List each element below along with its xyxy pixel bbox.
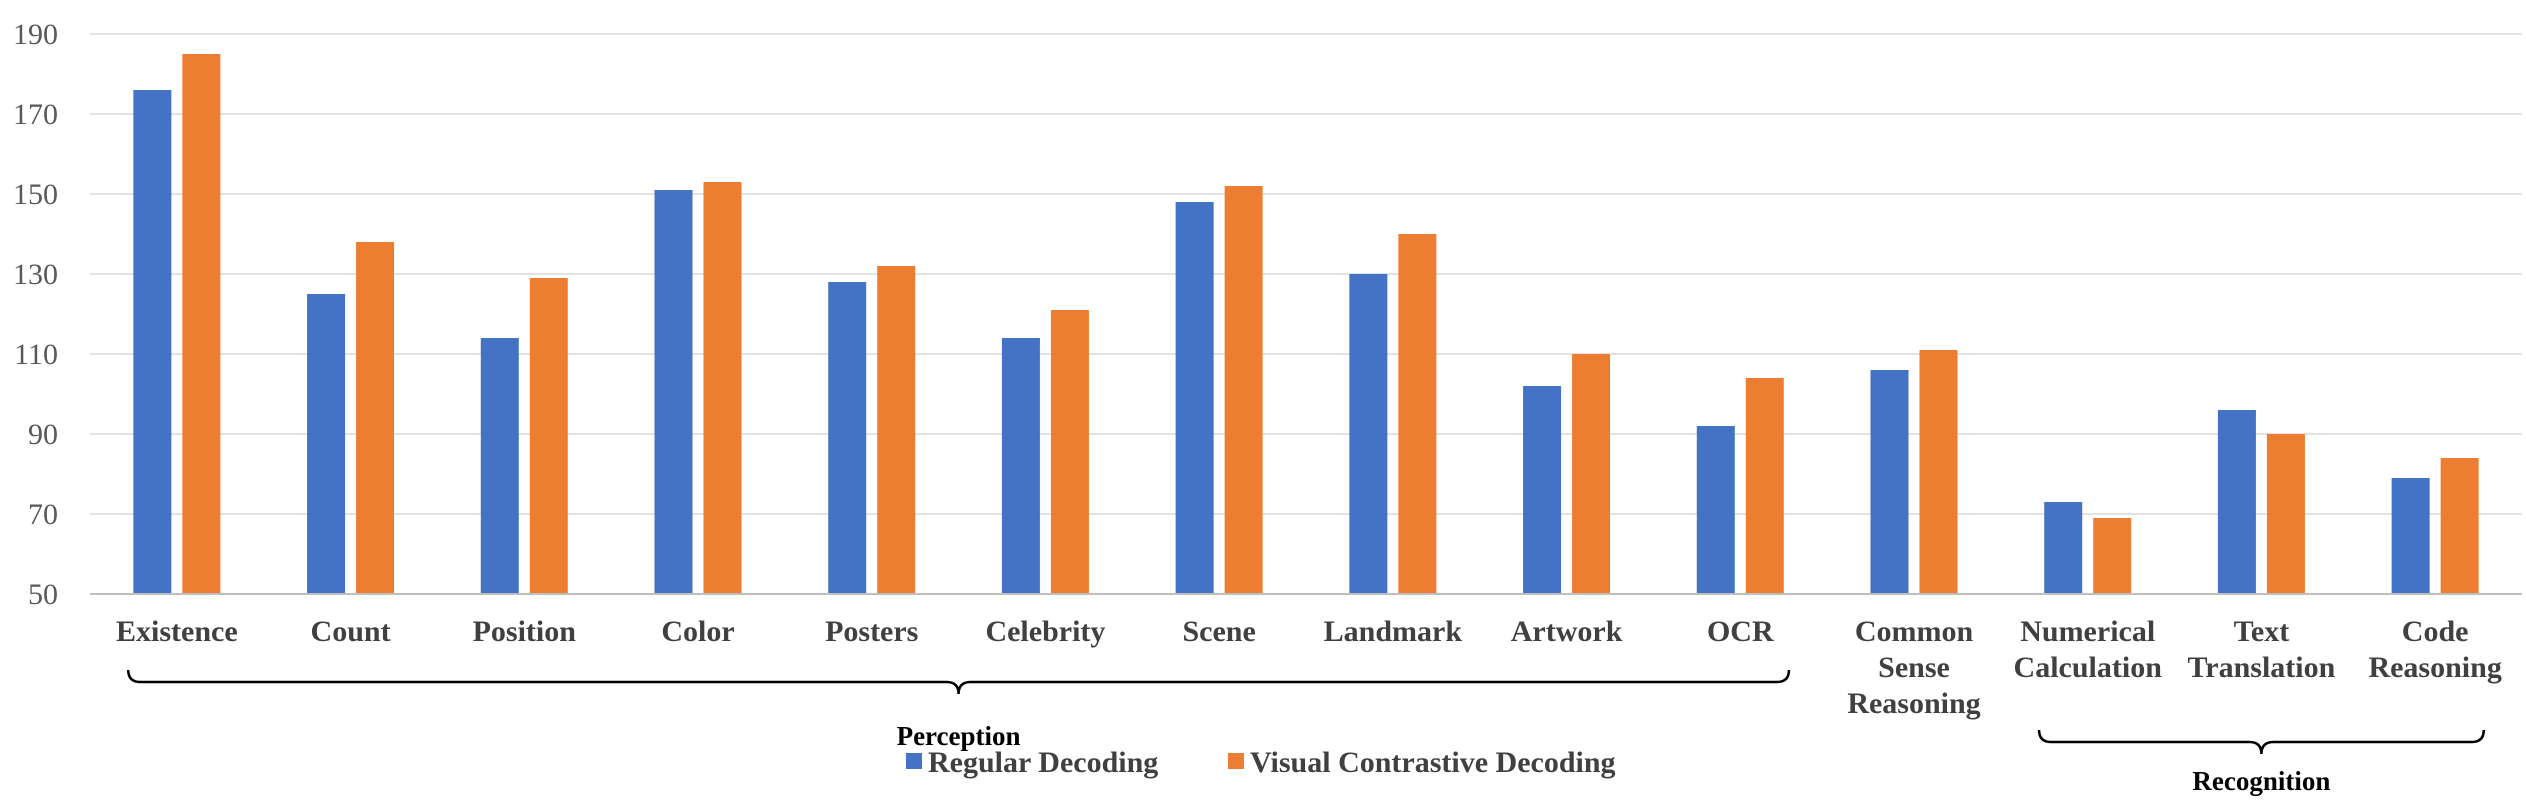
x-category-label: Numerical Calculation bbox=[2014, 615, 2163, 684]
y-tick-label: 70 bbox=[28, 498, 58, 531]
y-tick-label: 150 bbox=[13, 178, 58, 211]
bar-regular-decoding bbox=[1001, 338, 1040, 594]
category-groups: Perception Recognition bbox=[126, 669, 2486, 796]
bar-regular-decoding bbox=[1175, 202, 1214, 594]
y-tick-label: 50 bbox=[28, 578, 58, 611]
x-category-label: OCR bbox=[1707, 615, 1774, 648]
legend-swatch bbox=[1228, 753, 1244, 769]
bar-regular-decoding bbox=[828, 282, 867, 594]
bar-regular-decoding bbox=[480, 338, 519, 594]
bar-visual-contrastive-decoding bbox=[703, 182, 742, 594]
x-category-label: Color bbox=[661, 615, 734, 648]
legend: Regular Decoding Visual Contrastive Decod… bbox=[906, 746, 1616, 779]
x-category-label: Celebrity bbox=[985, 615, 1105, 648]
bar-visual-contrastive-decoding bbox=[1745, 378, 1784, 594]
bar-regular-decoding bbox=[1870, 370, 1909, 594]
x-category-label: Code Reasoning bbox=[2368, 615, 2501, 684]
x-category-label: Existence bbox=[116, 615, 238, 648]
bar-regular-decoding bbox=[1523, 386, 1562, 594]
bar-regular-decoding bbox=[307, 294, 346, 594]
x-category-label: Artwork bbox=[1511, 615, 1623, 648]
category-labels: Existence Count Position Color Posters Celebr… bbox=[116, 615, 2502, 720]
y-tick-label: 130 bbox=[13, 258, 58, 291]
bar-visual-contrastive-decoding bbox=[877, 266, 916, 594]
bar-visual-contrastive-decoding bbox=[2266, 434, 2305, 594]
bar-regular-decoding bbox=[133, 90, 172, 594]
bar-regular-decoding bbox=[1349, 274, 1388, 594]
bar-visual-contrastive-decoding bbox=[1050, 310, 1089, 594]
bar-regular-decoding bbox=[654, 190, 693, 594]
y-tick-label: 90 bbox=[28, 418, 58, 451]
bars bbox=[133, 54, 2479, 594]
legend-label: Visual Contrastive Decoding bbox=[1250, 746, 1616, 779]
bar-visual-contrastive-decoding bbox=[1398, 234, 1437, 594]
y-tick-label: 190 bbox=[13, 18, 58, 51]
x-category-label: Common Sense Reasoning bbox=[1847, 615, 1980, 720]
bar-visual-contrastive-decoding bbox=[2093, 518, 2132, 594]
x-category-label: Landmark bbox=[1324, 615, 1463, 648]
bar-regular-decoding bbox=[2391, 478, 2430, 594]
group-label-recognition: Recognition bbox=[2192, 766, 2330, 796]
bar-visual-contrastive-decoding bbox=[1572, 354, 1611, 594]
x-category-label: Posters bbox=[825, 615, 918, 648]
legend-label: Regular Decoding bbox=[928, 746, 1158, 779]
bar-regular-decoding bbox=[1696, 426, 1735, 594]
gridlines bbox=[90, 33, 2522, 595]
y-axis-ticks: 50 70 90 110 130 150 170 190 bbox=[13, 18, 58, 611]
group-brace bbox=[2037, 729, 2486, 755]
bar-visual-contrastive-decoding bbox=[182, 54, 221, 594]
legend-swatch bbox=[906, 753, 922, 769]
bar-visual-contrastive-decoding bbox=[529, 278, 568, 594]
bar-visual-contrastive-decoding bbox=[2440, 458, 2479, 594]
x-category-label: Position bbox=[473, 615, 577, 648]
x-category-label: Count bbox=[311, 615, 391, 648]
y-tick-label: 110 bbox=[14, 338, 58, 371]
x-category-label: Scene bbox=[1182, 615, 1255, 648]
x-category-label: Text Translation bbox=[2188, 615, 2336, 684]
group-label-perception: Perception bbox=[897, 721, 1021, 751]
y-tick-label: 170 bbox=[13, 98, 58, 131]
bar-visual-contrastive-decoding bbox=[1224, 186, 1263, 594]
bar-regular-decoding bbox=[2217, 410, 2256, 594]
bar-visual-contrastive-decoding bbox=[1919, 350, 1958, 594]
group-brace bbox=[126, 669, 1791, 695]
bar-visual-contrastive-decoding bbox=[356, 242, 395, 594]
bar-regular-decoding bbox=[2044, 502, 2083, 594]
